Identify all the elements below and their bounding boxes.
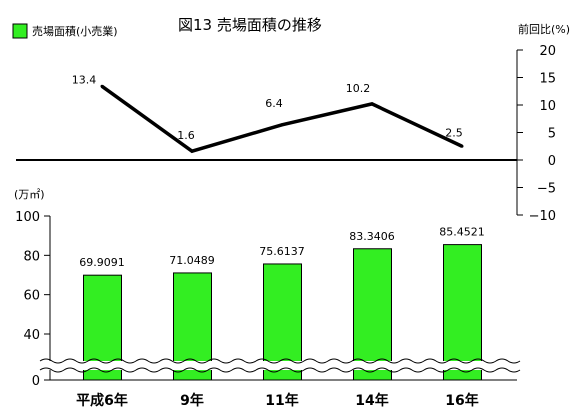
area-bar-value-label: 85.4521 xyxy=(439,226,485,239)
bar-axis-label: (万㎡) xyxy=(14,188,45,201)
bar-y-tick-label: 40 xyxy=(23,328,40,343)
line-axis-label: 前回比(%) xyxy=(518,22,570,36)
line-chart-panel: 20 15 10 5 0 −5 −10 13.4 1.6 6.4 10.2 2.5 xyxy=(16,44,556,224)
line-y-tick-label: 15 xyxy=(539,72,556,87)
line-y-tick-label: 10 xyxy=(539,99,556,114)
bar-chart-panel: 100 80 60 40 0 69.9091 平成6年 71.0489 9年 75.6137 11年… xyxy=(15,210,521,409)
growth-rate-point xyxy=(460,144,464,148)
legend-label: 売場面積(小売業) xyxy=(32,24,118,38)
bar-y-tick-label: 0 xyxy=(32,374,40,389)
category-label: 11年 xyxy=(265,392,298,409)
line-y-tick-label: −10 xyxy=(529,209,556,224)
area-bar xyxy=(263,263,302,381)
area-bar-value-label: 69.9091 xyxy=(79,256,125,269)
axis-break-wave-lower xyxy=(39,367,521,373)
bar-y-tick-label: 80 xyxy=(23,249,40,264)
line-y-tick-label: 5 xyxy=(548,127,556,142)
growth-rate-label: 1.6 xyxy=(177,129,195,142)
area-bar-value-label: 71.0489 xyxy=(169,254,215,267)
growth-rate-label: 13.4 xyxy=(72,73,97,86)
category-label: 平成6年 xyxy=(76,392,128,409)
bar-y-tick-label: 100 xyxy=(15,210,40,225)
line-y-tick-label: −5 xyxy=(537,182,556,197)
growth-rate-point xyxy=(280,123,284,127)
category-label: 14年 xyxy=(355,392,388,409)
growth-rate-label: 6.4 xyxy=(265,97,283,110)
growth-rate-point xyxy=(370,102,374,106)
axis-break-gap xyxy=(40,361,520,370)
legend-swatch xyxy=(12,23,28,39)
growth-rate-point xyxy=(190,149,194,153)
area-bar xyxy=(443,244,482,381)
area-bar-value-label: 75.6137 xyxy=(259,245,305,258)
growth-rate-label: 2.5 xyxy=(445,126,463,139)
growth-rate-point xyxy=(100,84,104,88)
line-y-tick-label: 20 xyxy=(539,44,556,59)
axis-break-wave-upper xyxy=(39,358,521,364)
area-bar-value-label: 83.3406 xyxy=(349,230,395,243)
line-y-tick-label: 0 xyxy=(548,154,556,169)
growth-rate-label: 10.2 xyxy=(346,82,371,95)
axis-break xyxy=(39,358,521,373)
category-label: 9年 xyxy=(180,392,204,409)
chart-title: 図13 売場面積の推移 xyxy=(178,16,322,34)
area-bar xyxy=(353,248,392,381)
category-label: 16年 xyxy=(445,392,478,409)
bar-y-tick-label: 60 xyxy=(23,289,40,304)
